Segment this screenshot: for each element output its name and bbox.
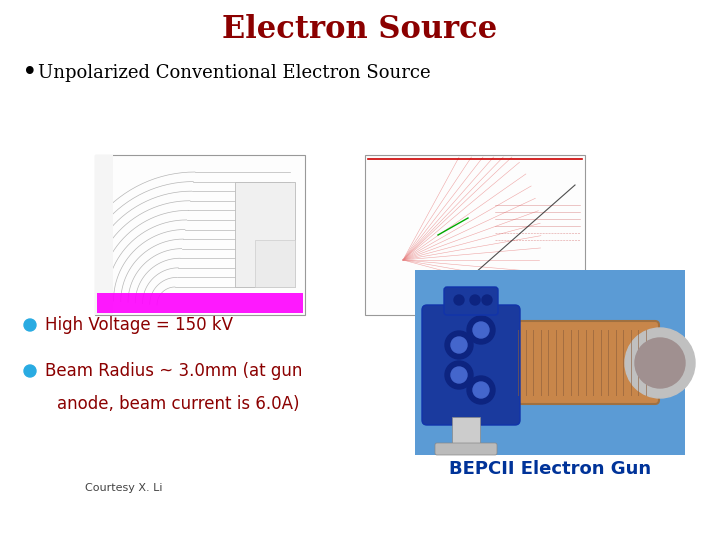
Circle shape (467, 376, 495, 404)
FancyBboxPatch shape (235, 182, 295, 287)
FancyBboxPatch shape (444, 287, 498, 315)
Text: Beam Radius ~ 3.0mm (at gun: Beam Radius ~ 3.0mm (at gun (45, 362, 302, 380)
FancyBboxPatch shape (435, 443, 497, 455)
FancyBboxPatch shape (506, 321, 659, 404)
Text: Unpolarized Conventional Electron Source: Unpolarized Conventional Electron Source (38, 64, 431, 82)
FancyBboxPatch shape (95, 155, 113, 315)
Circle shape (445, 361, 473, 389)
Circle shape (473, 382, 489, 398)
Text: Courtesy X. Li: Courtesy X. Li (85, 483, 163, 493)
Circle shape (24, 365, 36, 377)
FancyBboxPatch shape (365, 155, 585, 315)
Circle shape (470, 295, 480, 305)
Circle shape (445, 331, 473, 359)
FancyBboxPatch shape (422, 305, 520, 425)
FancyBboxPatch shape (452, 417, 480, 453)
FancyBboxPatch shape (415, 270, 685, 455)
Circle shape (467, 316, 495, 344)
Text: High Voltage = 150 kV: High Voltage = 150 kV (45, 316, 233, 334)
FancyBboxPatch shape (255, 240, 295, 287)
Circle shape (625, 328, 695, 398)
Circle shape (24, 319, 36, 331)
Text: Electron Source: Electron Source (222, 15, 498, 45)
Circle shape (451, 337, 467, 353)
Text: BEPCII Electron Gun: BEPCII Electron Gun (449, 460, 651, 478)
Text: •: • (22, 60, 37, 86)
Text: anode, beam current is 6.0A): anode, beam current is 6.0A) (57, 395, 300, 413)
Circle shape (454, 295, 464, 305)
Circle shape (482, 295, 492, 305)
Circle shape (451, 367, 467, 383)
FancyBboxPatch shape (97, 293, 303, 313)
Circle shape (635, 338, 685, 388)
FancyBboxPatch shape (95, 155, 305, 315)
Circle shape (473, 322, 489, 338)
